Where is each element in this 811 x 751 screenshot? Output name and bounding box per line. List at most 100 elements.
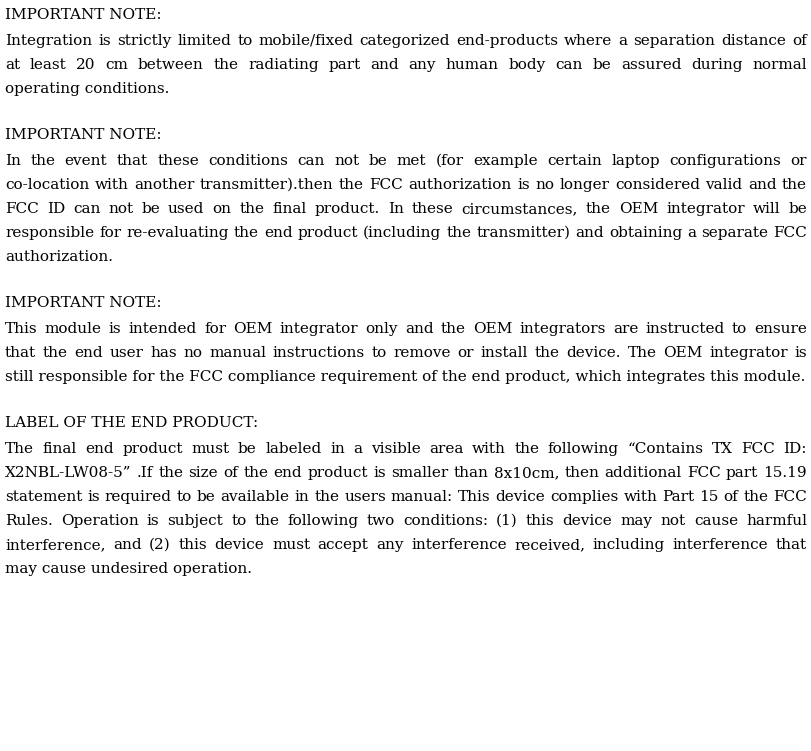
Text: the: the — [742, 490, 767, 504]
Text: integrators: integrators — [519, 322, 605, 336]
Text: area: area — [428, 442, 463, 456]
Text: module: module — [45, 322, 101, 336]
Text: interference,: interference, — [5, 538, 105, 552]
Text: the: the — [440, 322, 466, 336]
Text: the: the — [314, 490, 339, 504]
Text: radiating: radiating — [248, 58, 319, 72]
Text: .If: .If — [136, 466, 153, 480]
Text: the: the — [234, 226, 259, 240]
Text: following: following — [287, 514, 358, 528]
Text: to: to — [177, 490, 192, 504]
Text: be: be — [592, 58, 611, 72]
Text: OEM: OEM — [618, 202, 657, 216]
Text: be: be — [197, 490, 216, 504]
Text: the: the — [585, 202, 610, 216]
Text: Part: Part — [662, 490, 693, 504]
Text: may: may — [620, 514, 652, 528]
Text: user: user — [109, 346, 144, 360]
Text: the: the — [513, 442, 539, 456]
Text: required: required — [105, 490, 172, 504]
Text: FCC: FCC — [686, 466, 720, 480]
Text: conditions: conditions — [208, 154, 288, 168]
Text: This: This — [457, 490, 490, 504]
Text: in: in — [294, 490, 309, 504]
Text: In: In — [5, 154, 21, 168]
Text: the: the — [338, 178, 363, 192]
Text: circumstances,: circumstances, — [461, 202, 577, 216]
Text: interference: interference — [672, 538, 767, 552]
Text: between: between — [138, 58, 204, 72]
Text: accept: accept — [317, 538, 368, 552]
Text: subject: subject — [167, 514, 223, 528]
Text: “Contains: “Contains — [627, 442, 702, 456]
Text: to: to — [731, 322, 746, 336]
Text: this: this — [526, 514, 554, 528]
Text: on: on — [212, 202, 231, 216]
Text: users: users — [344, 490, 385, 504]
Text: and: and — [574, 226, 603, 240]
Text: assured: assured — [620, 58, 680, 72]
Text: body: body — [508, 58, 545, 72]
Text: considered: considered — [614, 178, 699, 192]
Text: any: any — [375, 538, 403, 552]
Text: to: to — [237, 34, 252, 48]
Text: laptop: laptop — [611, 154, 659, 168]
Text: with: with — [623, 490, 657, 504]
Text: event: event — [65, 154, 107, 168]
Text: another: another — [134, 178, 194, 192]
Text: a: a — [618, 34, 627, 48]
Text: at: at — [5, 58, 20, 72]
Text: be: be — [141, 202, 160, 216]
Text: a: a — [686, 226, 695, 240]
Text: IMPORTANT NOTE:: IMPORTANT NOTE: — [5, 128, 161, 142]
Text: part: part — [725, 466, 757, 480]
Text: received,: received, — [513, 538, 585, 552]
Text: integrator: integrator — [665, 202, 744, 216]
Text: normal: normal — [752, 58, 806, 72]
Text: least: least — [30, 58, 67, 72]
Text: product: product — [297, 226, 358, 240]
Text: still responsible for the FCC compliance requirement of the end product, which i: still responsible for the FCC compliance… — [5, 370, 805, 384]
Text: only: only — [365, 322, 397, 336]
Text: operating conditions.: operating conditions. — [5, 82, 169, 96]
Text: part: part — [328, 58, 360, 72]
Text: with: with — [471, 442, 505, 456]
Text: Rules.: Rules. — [5, 514, 53, 528]
Text: instructed: instructed — [645, 322, 723, 336]
Text: for: for — [99, 226, 121, 240]
Text: separation: separation — [633, 34, 714, 48]
Text: 15.19: 15.19 — [762, 466, 806, 480]
Text: this: this — [178, 538, 207, 552]
Text: or: or — [790, 154, 806, 168]
Text: transmitter): transmitter) — [476, 226, 569, 240]
Text: no: no — [534, 178, 553, 192]
Text: the: the — [781, 178, 806, 192]
Text: and: and — [405, 322, 433, 336]
Text: valid: valid — [705, 178, 741, 192]
Text: end: end — [75, 346, 103, 360]
Text: The: The — [5, 442, 34, 456]
Text: end: end — [264, 226, 292, 240]
Text: with: with — [95, 178, 128, 192]
Text: FCC: FCC — [772, 490, 806, 504]
Text: (for: (for — [436, 154, 463, 168]
Text: not: not — [660, 514, 685, 528]
Text: (2): (2) — [149, 538, 171, 552]
Text: is: is — [517, 178, 529, 192]
Text: OEM: OEM — [472, 322, 512, 336]
Text: may cause undesired operation.: may cause undesired operation. — [5, 562, 251, 576]
Text: manual:: manual: — [390, 490, 453, 504]
Text: ensure: ensure — [753, 322, 806, 336]
Text: available: available — [221, 490, 290, 504]
Text: limited: limited — [177, 34, 231, 48]
Text: TX: TX — [711, 442, 732, 456]
Text: the: the — [254, 514, 279, 528]
Text: transmitter).then: transmitter).then — [200, 178, 333, 192]
Text: FCC: FCC — [5, 202, 39, 216]
Text: 15: 15 — [698, 490, 718, 504]
Text: the: the — [239, 202, 264, 216]
Text: 8x10cm,: 8x10cm, — [493, 466, 559, 480]
Text: mobile/fixed: mobile/fixed — [258, 34, 353, 48]
Text: is: is — [373, 466, 385, 480]
Text: of: of — [223, 466, 238, 480]
